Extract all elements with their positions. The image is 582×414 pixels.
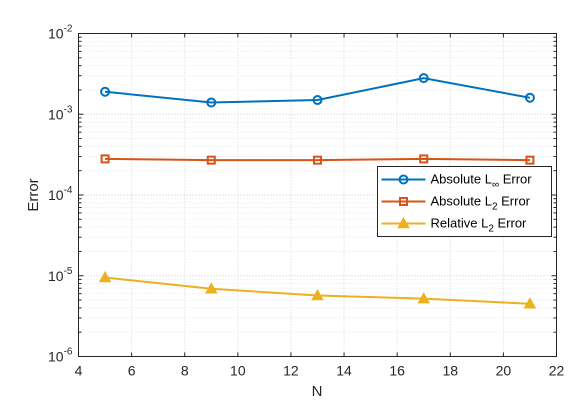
square-marker (313, 155, 322, 165)
x-tick-label: 16 (389, 363, 405, 379)
y-tick-label: 10-6 (48, 347, 73, 365)
x-tick-label: 18 (442, 363, 458, 379)
triangle-marker (205, 282, 218, 294)
square-marker (206, 155, 216, 165)
y-tick-label: 10-2 (48, 24, 73, 42)
square-marker (525, 155, 535, 165)
triangle-marker (397, 216, 410, 229)
square-marker (100, 154, 110, 164)
square-marker (419, 154, 429, 164)
legend: Absolute L∞ Error Absolute L2 Error Relati… (377, 166, 552, 237)
triangle-marker (311, 288, 324, 301)
series-circle (100, 73, 535, 108)
x-tick-label: 10 (230, 363, 246, 379)
x-tick-label: 8 (181, 363, 189, 379)
legend-label: Absolute L2 Error (431, 194, 531, 213)
y-tick-label: 10-5 (48, 266, 73, 284)
triangle-marker (417, 292, 430, 304)
triangle-marker (523, 297, 537, 309)
axis-ticks: 4 6 8 10 12 14 16 18 20 22 10-6 10-5 10-4 10-3 10-2 (48, 24, 564, 379)
x-tick-label: 6 (128, 363, 136, 379)
circle-marker (100, 86, 111, 97)
y-tick-label: 10-3 (48, 104, 73, 122)
circle-marker (206, 97, 217, 108)
legend-label: Relative L2 Error (431, 216, 528, 235)
x-tick-label: 12 (283, 363, 299, 379)
circle-marker (418, 73, 429, 84)
square-marker (399, 197, 408, 206)
x-tick-label: 22 (549, 363, 565, 379)
series-lines (98, 73, 537, 309)
circle-marker (524, 92, 535, 103)
series-triangle (98, 271, 537, 309)
x-tick-label: 20 (496, 363, 512, 379)
circle-marker (398, 174, 409, 185)
series-line (104, 77, 531, 104)
x-axis-title: N (312, 383, 323, 400)
y-axis-title: Error (25, 178, 42, 211)
circle-marker (312, 95, 323, 106)
triangle-marker (98, 271, 112, 283)
x-tick-label: 14 (336, 363, 352, 379)
series-line (105, 157, 530, 162)
x-tick-label: 4 (75, 363, 83, 379)
series-square (100, 154, 535, 165)
legend-label: Absolute L∞ Error (431, 172, 533, 191)
y-tick-label: 10-4 (48, 185, 73, 203)
